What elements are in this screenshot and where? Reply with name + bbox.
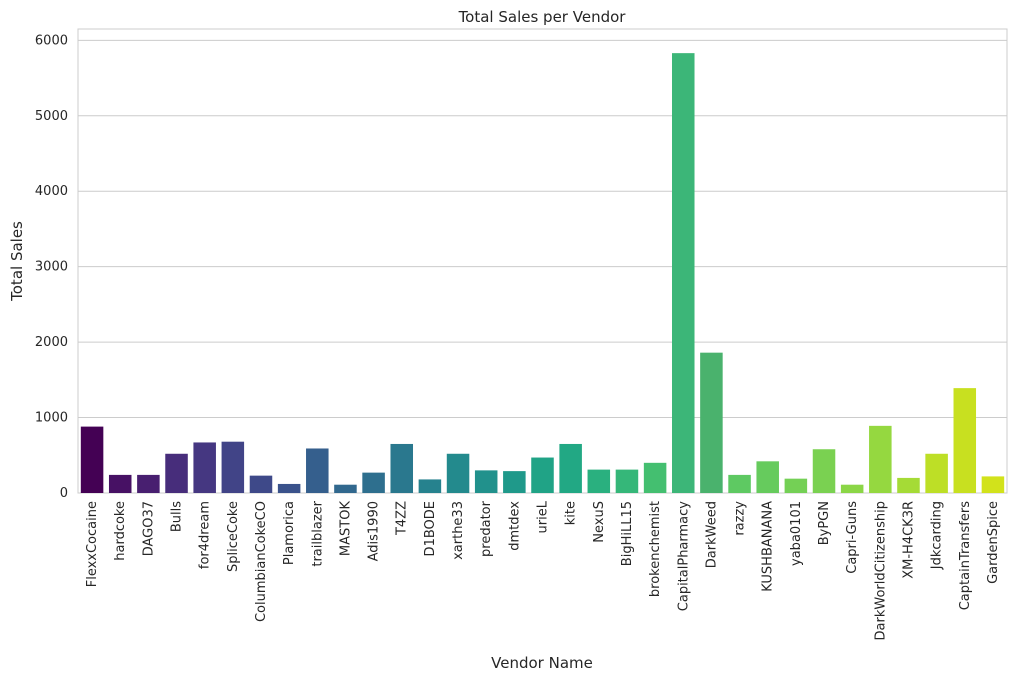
x-tick-label: predator	[479, 500, 494, 557]
x-tick-label: Plamorica	[282, 501, 297, 565]
x-tick-label: NexuS	[592, 501, 607, 543]
x-tick-label: ColumbianCokeCO	[254, 501, 269, 622]
x-tick-label: D1BODE	[423, 501, 438, 556]
x-tick-label: CapitalPharmacy	[676, 501, 691, 612]
bar-Plamorica	[277, 483, 301, 493]
bar-hardcoke	[108, 474, 132, 493]
bar-predator	[474, 470, 498, 493]
x-tick-label: trailblazer	[310, 500, 325, 566]
x-tick-label: for4dream	[198, 501, 213, 569]
plot-area	[77, 28, 1008, 494]
x-tick-label: hardcoke	[113, 501, 128, 561]
x-tick-label: Adis1990	[367, 501, 382, 561]
x-tick-label: XM-H4CK3R	[901, 501, 916, 579]
y-tick-label: 3000	[35, 260, 68, 275]
bar-T4ZZ	[390, 443, 414, 493]
x-tick-label: DAGO37	[141, 501, 156, 556]
bar-DAGO37	[137, 474, 160, 493]
bar-Bulls	[165, 453, 188, 493]
bar-ByPGN	[812, 449, 836, 493]
bar-kite	[559, 443, 582, 493]
y-tick-label: 0	[60, 486, 68, 501]
x-tick-label: razzy	[733, 501, 748, 536]
x-tick-label: GardenSpice	[986, 501, 1001, 584]
x-tick-label: KUSHBANANA	[761, 501, 776, 592]
bar-XM-H4CK3R	[897, 477, 920, 493]
x-axis-title: Vendor Name	[491, 654, 593, 672]
x-tick-label: brokenchemist	[648, 501, 663, 597]
y-axis-title: Total Sales	[8, 221, 26, 302]
bar-D1BODE	[418, 479, 442, 493]
gridlines	[78, 39, 1007, 494]
x-tick-label: DarkWeed	[704, 501, 719, 568]
x-tick-label: SpliceCoke	[226, 501, 241, 572]
bar-BigHiLL15	[615, 469, 639, 493]
bar-brokenchemist	[643, 462, 667, 493]
x-tick-label: CaptainTransfers	[958, 501, 973, 610]
bar-DarkWorldCitizenship	[869, 425, 892, 493]
bar-DarkWeed	[700, 352, 723, 493]
x-tick-label: Capri-Guns	[845, 501, 860, 574]
x-tick-label: BigHiLL15	[620, 501, 635, 566]
bar-KUSHBANANA	[756, 461, 779, 493]
bar-Jdkcarding	[925, 453, 948, 493]
y-axis-ticks: 0 1000 2000 3000 4000 5000 6000	[35, 33, 68, 501]
x-tick-label: ByPGN	[817, 501, 832, 545]
bar-ColumbianCokeCO	[249, 475, 273, 493]
x-tick-label: T4ZZ	[395, 501, 410, 536]
bar-MASTOK	[334, 484, 357, 493]
bar-SpliceCoke	[221, 441, 245, 493]
y-tick-label: 2000	[35, 335, 68, 350]
x-tick-label: MASTOK	[338, 501, 353, 557]
bar-urieL	[531, 457, 554, 493]
x-tick-label: FlexxCocaine	[85, 501, 100, 587]
x-tick-label: urieL	[536, 500, 551, 533]
bar-GardenSpice	[981, 476, 1005, 493]
bar-dmtdex	[503, 471, 526, 493]
bar-trailblazer	[306, 448, 329, 493]
x-tick-label: DarkWorldCitizenship	[873, 501, 888, 640]
bar-CaptainTransfers	[953, 388, 977, 493]
bar-razzy	[728, 474, 751, 493]
bar-xarthe33	[446, 453, 470, 493]
x-tick-label: kite	[564, 501, 579, 525]
x-tick-label: Bulls	[170, 501, 185, 532]
bar-FlexxCocaine	[80, 426, 104, 493]
x-axis-ticks: FlexxCocaine hardcoke DAGO37 Bulls for4dream…	[85, 500, 1001, 640]
bar-Adis1990	[362, 472, 385, 493]
y-tick-label: 6000	[35, 33, 68, 48]
y-tick-label: 1000	[35, 411, 68, 426]
bar-yaba0101	[784, 478, 808, 493]
y-tick-label: 4000	[35, 184, 68, 199]
x-tick-label: dmtdex	[507, 501, 522, 551]
x-tick-label: Jdkcarding	[930, 501, 945, 570]
bar-CapitalPharmacy	[671, 53, 695, 493]
bar-NexuS	[587, 469, 611, 493]
x-tick-label: xarthe33	[451, 501, 466, 560]
x-tick-label: yaba0101	[789, 501, 804, 566]
y-tick-label: 5000	[35, 109, 68, 124]
bar-for4dream	[193, 442, 216, 493]
chart-title: Total Sales per Vendor	[458, 8, 627, 26]
bar-Capri-Guns	[840, 484, 864, 493]
bars-group	[80, 53, 1005, 493]
